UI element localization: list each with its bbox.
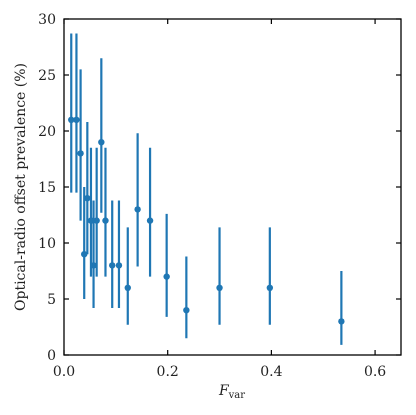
data-point bbox=[90, 262, 97, 269]
axis-ticks bbox=[63, 18, 401, 356]
data-points bbox=[68, 116, 345, 325]
axis-tick-labels: 0.0 0.2 0.4 0.6 0 5 10 15 20 25 30 bbox=[38, 12, 386, 380]
error-bars bbox=[70, 33, 343, 345]
y-tick-label: 10 bbox=[38, 236, 56, 252]
x-tick-label: 0.2 bbox=[157, 364, 179, 380]
data-point bbox=[87, 217, 95, 224]
data-point bbox=[77, 150, 84, 157]
y-tick-label: 15 bbox=[38, 180, 56, 196]
data-point bbox=[109, 262, 116, 269]
data-point bbox=[93, 217, 100, 224]
plot-frame bbox=[63, 18, 402, 356]
y-tick-label: 0 bbox=[47, 348, 56, 364]
data-point bbox=[98, 139, 105, 146]
data-point bbox=[68, 116, 75, 124]
x-tick-label: 0.6 bbox=[364, 364, 386, 380]
x-tick-label: 0.0 bbox=[53, 364, 75, 380]
data-point bbox=[84, 195, 91, 202]
y-axis-label: Optical-radio offset prevalence (%) bbox=[13, 63, 29, 311]
data-point bbox=[73, 116, 80, 124]
y-tick-label: 20 bbox=[38, 124, 56, 140]
data-point bbox=[183, 307, 190, 314]
data-point bbox=[216, 284, 223, 291]
y-tick-label: 30 bbox=[38, 12, 56, 28]
data-point bbox=[163, 273, 170, 280]
data-point bbox=[266, 284, 274, 291]
x-axis-label: Fvar bbox=[218, 383, 245, 401]
data-point bbox=[115, 262, 123, 269]
y-tick-label: 25 bbox=[38, 68, 56, 84]
data-point bbox=[81, 251, 88, 258]
data-point bbox=[134, 206, 141, 213]
x-tick-label: 0.4 bbox=[260, 364, 282, 380]
y-tick-label: 5 bbox=[47, 292, 56, 308]
data-point bbox=[124, 284, 131, 291]
data-point bbox=[338, 318, 345, 325]
data-point bbox=[102, 217, 109, 224]
data-point bbox=[146, 217, 154, 224]
